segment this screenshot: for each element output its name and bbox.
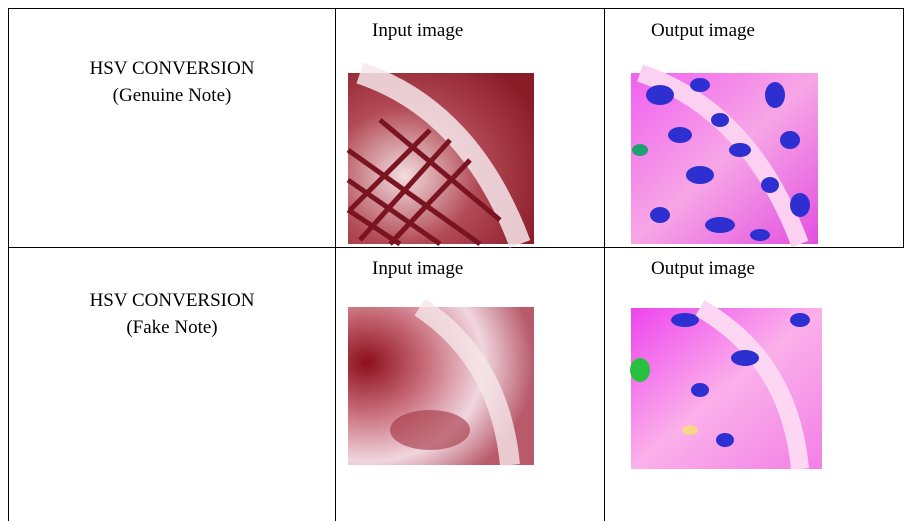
input-caption: Input image — [372, 20, 463, 41]
genuine-input-image — [346, 62, 534, 248]
fake-input-image — [348, 298, 534, 466]
row-subtitle: (Fake Note) — [126, 317, 217, 338]
row-title: HSV CONVERSION — [90, 58, 255, 79]
fake-output-image — [630, 300, 822, 470]
table-borders — [8, 8, 904, 521]
row-subtitle: (Genuine Note) — [113, 85, 232, 106]
genuine-output-image — [631, 64, 818, 248]
row-title: HSV CONVERSION — [90, 290, 255, 311]
output-caption: Output image — [651, 258, 755, 279]
input-caption: Input image — [372, 258, 463, 279]
output-caption: Output image — [651, 20, 755, 41]
